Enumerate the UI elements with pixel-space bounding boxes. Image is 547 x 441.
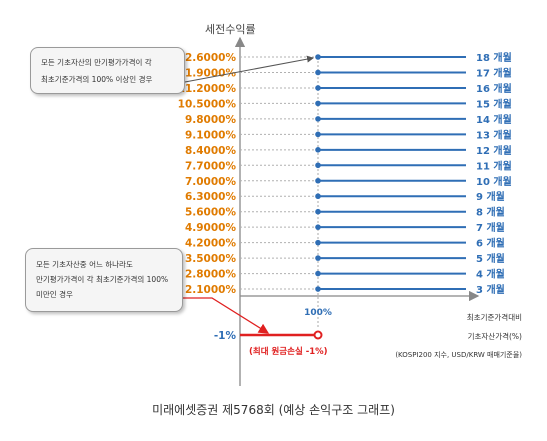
series-label: 11 개월 (476, 159, 512, 172)
series-point (315, 177, 321, 184)
series-point (315, 69, 321, 76)
callout-bottom-line-3: 미만인 경우 (36, 290, 73, 299)
x-axis-label-3: (KOSPI200 지수, USD/KRW 매매기준율) (395, 350, 522, 359)
y-tick-label: 11.2000% (178, 83, 237, 95)
callout-above-threshold: 모든 기초자산의 만기평가가격이 각 최초기준가격의 100% 이상인 경우 (30, 47, 185, 94)
loss-point (313, 330, 323, 340)
series-point (315, 116, 321, 122)
series-point (315, 255, 321, 261)
series-point (315, 193, 321, 200)
y-tick-label: 2.1000% (185, 284, 237, 296)
chart-caption: 미래에셋증권 제5768회 (예상 손익구조 그래프) (152, 403, 395, 417)
series-point (315, 85, 321, 91)
callout-top-line-2: 최초기준가격의 100% 이상인 경우 (41, 75, 153, 84)
y-tick-label: 7.0000% (185, 176, 237, 188)
y-tick-label: 2.8000% (185, 269, 237, 281)
y-tick-label: 9.8000% (185, 114, 237, 126)
y-tick-label: 10.5000% (178, 98, 237, 110)
y-tick-label: 4.2000% (185, 238, 237, 250)
loss-tick-label: -1% (214, 330, 237, 342)
y-tick-label: 9.1000% (185, 129, 237, 141)
series-point (315, 270, 321, 277)
series-label: 12 개월 (476, 144, 512, 157)
series-point (315, 208, 321, 215)
y-tick-label: 5.6000% (185, 207, 237, 219)
series-label: 5 개월 (476, 252, 505, 265)
series-point (315, 100, 321, 107)
series-point (315, 147, 321, 153)
callout-bottom-line-1: 모든 기초자산중 어느 하나라도 (36, 260, 133, 269)
series-label: 18 개월 (476, 51, 512, 64)
loss-label: (최대 원금손실 -1%) (249, 346, 328, 357)
series-label: 15 개월 (476, 97, 512, 110)
series-label: 10 개월 (476, 175, 512, 188)
series-label: 8 개월 (476, 206, 505, 219)
y-tick-label: 11.9000% (178, 67, 237, 79)
series-label: 16 개월 (476, 82, 512, 95)
callout-bottom-line-2: 만기평가가격이 각 최초기준가격의 100% (36, 275, 169, 284)
series-point (315, 54, 321, 60)
y-tick-label: 8.4000% (185, 145, 237, 157)
series-label: 6 개월 (476, 237, 505, 250)
series-label: 17 개월 (476, 66, 512, 79)
y-tick-label: 4.9000% (185, 222, 237, 234)
y-tick-label: 12.6000% (178, 52, 237, 64)
series-point (315, 286, 321, 292)
series-label: 9 개월 (476, 190, 505, 203)
x-axis-label-1: 최초기준가격대비 (467, 312, 522, 322)
callout-top-line-1: 모든 기초자산의 만기평가가격이 각 (41, 58, 152, 67)
series-point (315, 224, 321, 230)
series-label: 7 개월 (476, 221, 505, 234)
series-label: 13 개월 (476, 128, 512, 141)
y-tick-label: 3.5000% (185, 253, 237, 265)
series-label: 14 개월 (476, 113, 512, 126)
series-label: 4 개월 (476, 268, 505, 281)
callout-top-arrow (184, 55, 314, 83)
callout-bottom-arrow (183, 297, 270, 334)
series-point (315, 239, 321, 246)
y-tick-label: 6.3000% (185, 191, 237, 203)
series-point (315, 131, 321, 138)
y-tick-label: 7.7000% (185, 160, 237, 172)
x-axis-label-2: 기초자산가격(%) (468, 331, 522, 341)
threshold-label: 100% (304, 308, 332, 318)
series-point (315, 162, 321, 169)
callout-below-threshold: 모든 기초자산중 어느 하나라도 만기평가가격이 각 최초기준가격의 100% … (25, 248, 183, 312)
series-label: 3 개월 (476, 283, 505, 296)
y-axis-label: 세전수익률 (205, 23, 256, 36)
